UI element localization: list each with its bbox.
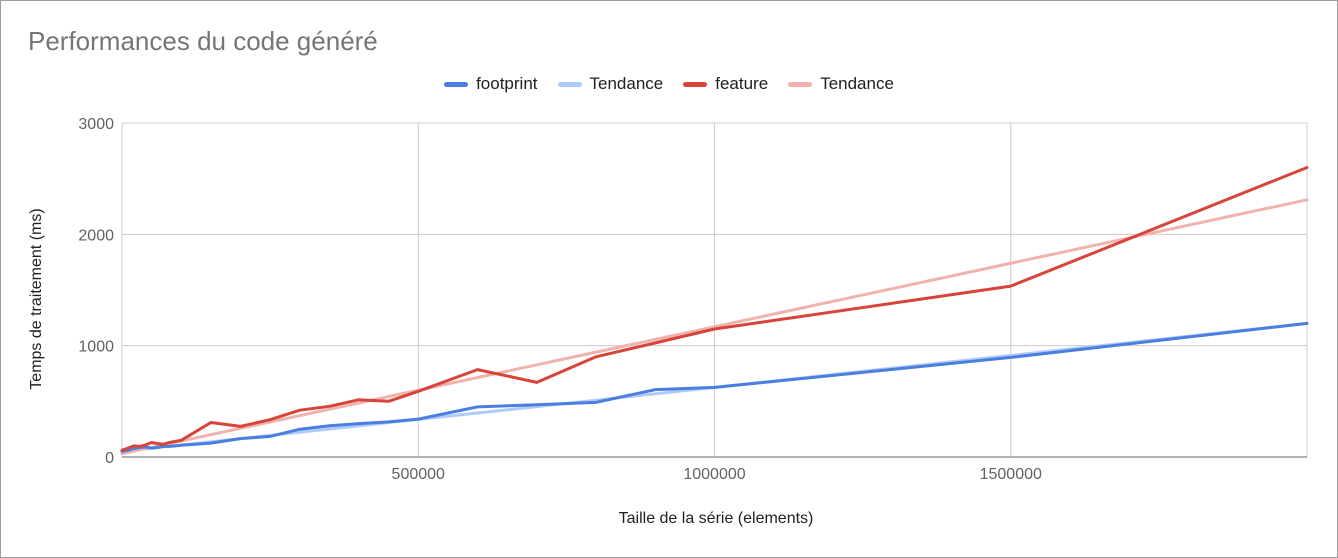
y-tick-label: 3000 — [78, 116, 114, 133]
legend: footprint Tendance feature Tendance — [0, 74, 1338, 94]
legend-label: Tendance — [820, 74, 894, 93]
y-tick-label: 2000 — [78, 227, 114, 244]
x-tick-label: 1000000 — [683, 466, 745, 483]
x-tick-label: 1500000 — [980, 466, 1042, 483]
chart-title: Performances du code généré — [28, 26, 378, 56]
tick-label-layer: 0 1000 2000 3000 500000 1000000 1500000 — [78, 116, 1042, 483]
y-axis-title: Temps de traitement (ms) — [28, 208, 45, 390]
legend-swatch — [683, 81, 708, 87]
legend-item[interactable]: Tendance — [788, 74, 894, 94]
series-line-feature — [120, 166, 1309, 452]
legend-swatch — [788, 81, 813, 87]
legend-item[interactable]: feature — [683, 74, 768, 94]
legend-label: Tendance — [589, 74, 664, 93]
grid-layer — [121, 122, 1308, 458]
legend-label: feature — [715, 74, 769, 93]
y-tick-label: 0 — [105, 450, 114, 467]
x-tick-label: 500000 — [392, 466, 445, 483]
x-axis-title: Taille de la série (elements) — [618, 510, 814, 527]
series-line-footprint — [120, 321, 1309, 453]
legend-swatch — [557, 81, 582, 87]
legend-label: footprint — [476, 74, 538, 93]
series-layer — [120, 166, 1309, 453]
legend-item[interactable]: Tendance — [557, 74, 664, 94]
legend-swatch — [444, 81, 469, 87]
legend-item[interactable]: footprint — [444, 74, 538, 94]
y-tick-label: 1000 — [78, 339, 114, 356]
trendline-3 — [120, 198, 1309, 456]
